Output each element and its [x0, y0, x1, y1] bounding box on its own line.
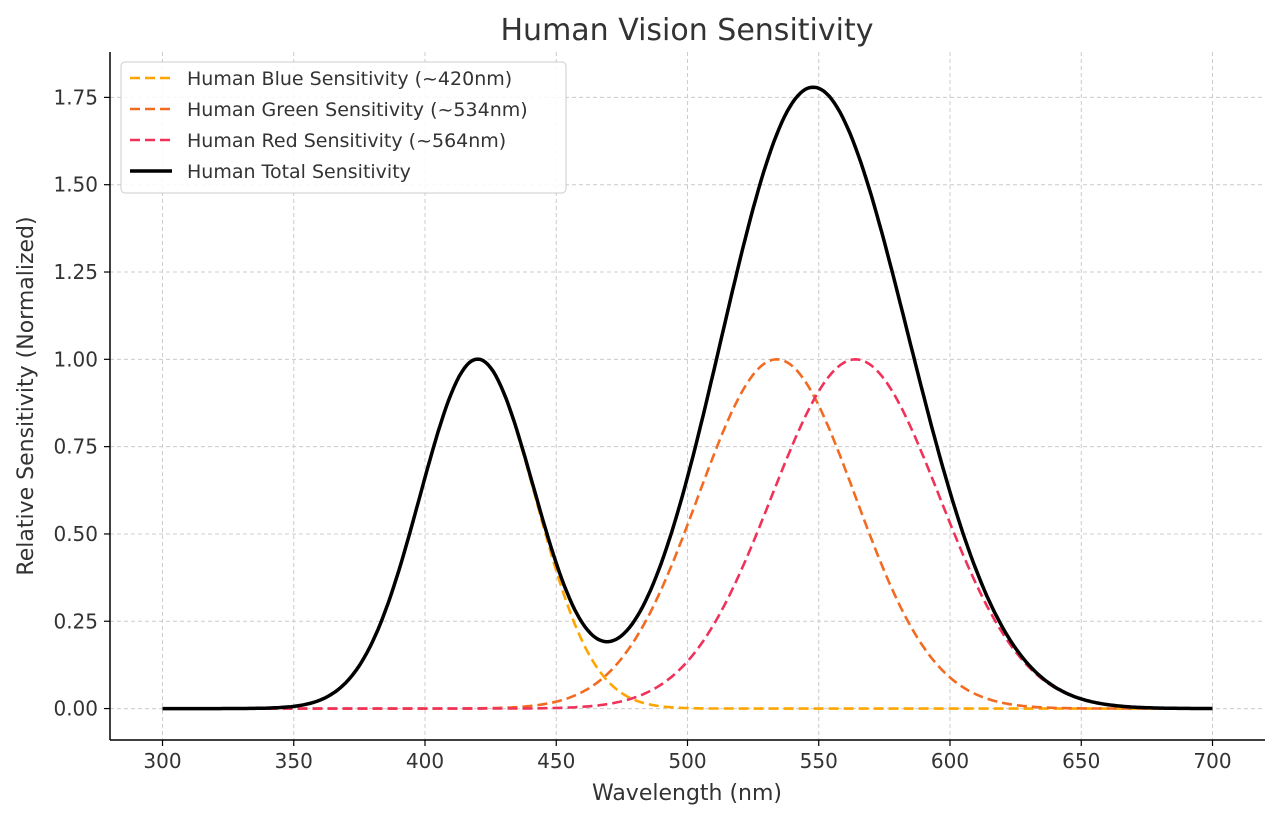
series-line-0 — [162, 357, 1213, 710]
legend-box — [120, 61, 567, 194]
x-tick-label: 600 — [931, 749, 969, 773]
chart-title: Human Vision Sensitivity — [501, 13, 874, 48]
x-tick-label: 700 — [1193, 749, 1231, 773]
series-group — [162, 85, 1213, 711]
series-line-1 — [162, 357, 1213, 710]
y-tick-label: 0.25 — [53, 609, 98, 633]
y-tick-label: 1.50 — [53, 173, 98, 197]
y-tick-label: 1.25 — [53, 260, 98, 284]
x-tick-label: 500 — [668, 749, 706, 773]
y-axis-label: Relative Sensitivity (Normalized) — [14, 216, 39, 575]
x-tick-label: 550 — [800, 749, 838, 773]
x-tick-label: 350 — [275, 749, 313, 773]
x-tick-label: 400 — [406, 749, 444, 773]
legend-label: Human Blue Sensitivity (~420nm) — [187, 68, 512, 90]
series-line-3 — [162, 85, 1213, 711]
y-tick-label: 1.00 — [53, 347, 98, 371]
y-tick-label: 1.75 — [53, 85, 98, 109]
y-tick-label: 0.50 — [53, 522, 98, 546]
x-tick-label: 650 — [1062, 749, 1100, 773]
y-tick-label: 0.75 — [53, 435, 98, 459]
x-axis-label: Wavelength (nm) — [592, 781, 782, 806]
legend-label: Human Total Sensitivity — [187, 161, 411, 183]
legend: Human Blue Sensitivity (~420nm) Human Gre… — [120, 61, 567, 194]
legend-label: Human Green Sensitivity (~534nm) — [187, 99, 528, 121]
x-tick-label: 300 — [143, 749, 181, 773]
axes: 300 350 400 450 500 550 600 650 700 0.00 0.25 0.50 0… — [53, 52, 1265, 773]
y-tick-label: 0.00 — [53, 697, 98, 721]
grid — [110, 52, 1265, 740]
legend-label: Human Red Sensitivity (~564nm) — [187, 130, 506, 152]
x-tick-label: 450 — [537, 749, 575, 773]
